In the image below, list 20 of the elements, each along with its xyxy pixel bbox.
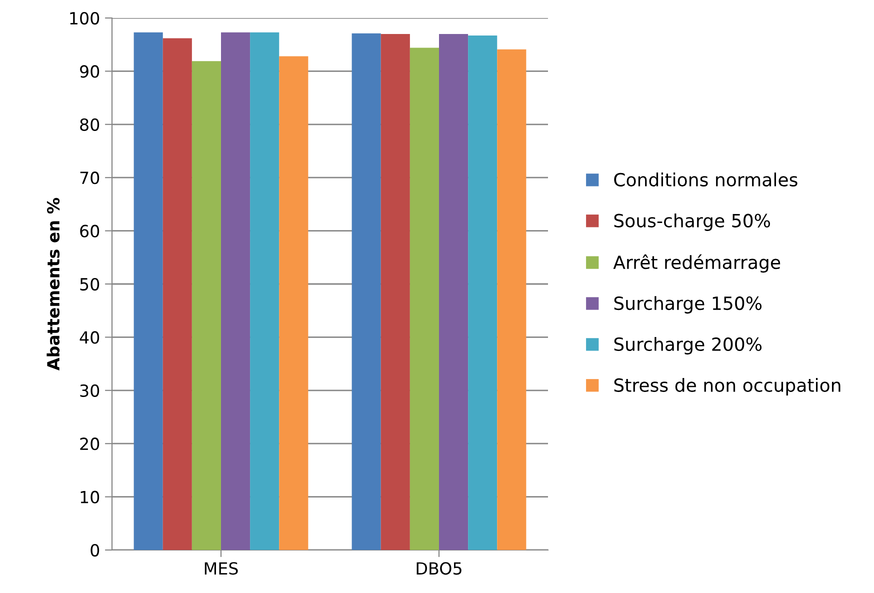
legend-label: Surcharge 200% xyxy=(614,337,762,355)
y-tick-label: 20 xyxy=(80,438,100,450)
y-tick-label: 90 xyxy=(80,65,100,78)
legend-label: Conditions normales xyxy=(614,172,798,187)
y-tick-label: 50 xyxy=(80,278,100,291)
y-tick-label: 10 xyxy=(80,490,100,504)
legend-label: Sous-charge 50% xyxy=(614,213,770,231)
y-tick-label: 80 xyxy=(80,118,100,131)
y-tick-label: 70 xyxy=(80,172,100,184)
legend-label: Arrêt redémarrage xyxy=(613,254,780,273)
y-tick-label: 30 xyxy=(80,384,100,397)
legend-label: Stress de non occupation xyxy=(614,378,840,396)
x-tick-label: MES xyxy=(204,562,238,575)
y-tick-label: 0 xyxy=(90,544,100,557)
legend-label: Surcharge 150% xyxy=(614,296,762,314)
y-axis-title: Abattements en % xyxy=(46,198,60,371)
y-tick-label: 60 xyxy=(80,224,100,238)
y-tick-label: 100 xyxy=(70,12,100,25)
y-tick-label: 40 xyxy=(80,331,100,344)
x-tick-label: DBO5 xyxy=(416,562,462,575)
